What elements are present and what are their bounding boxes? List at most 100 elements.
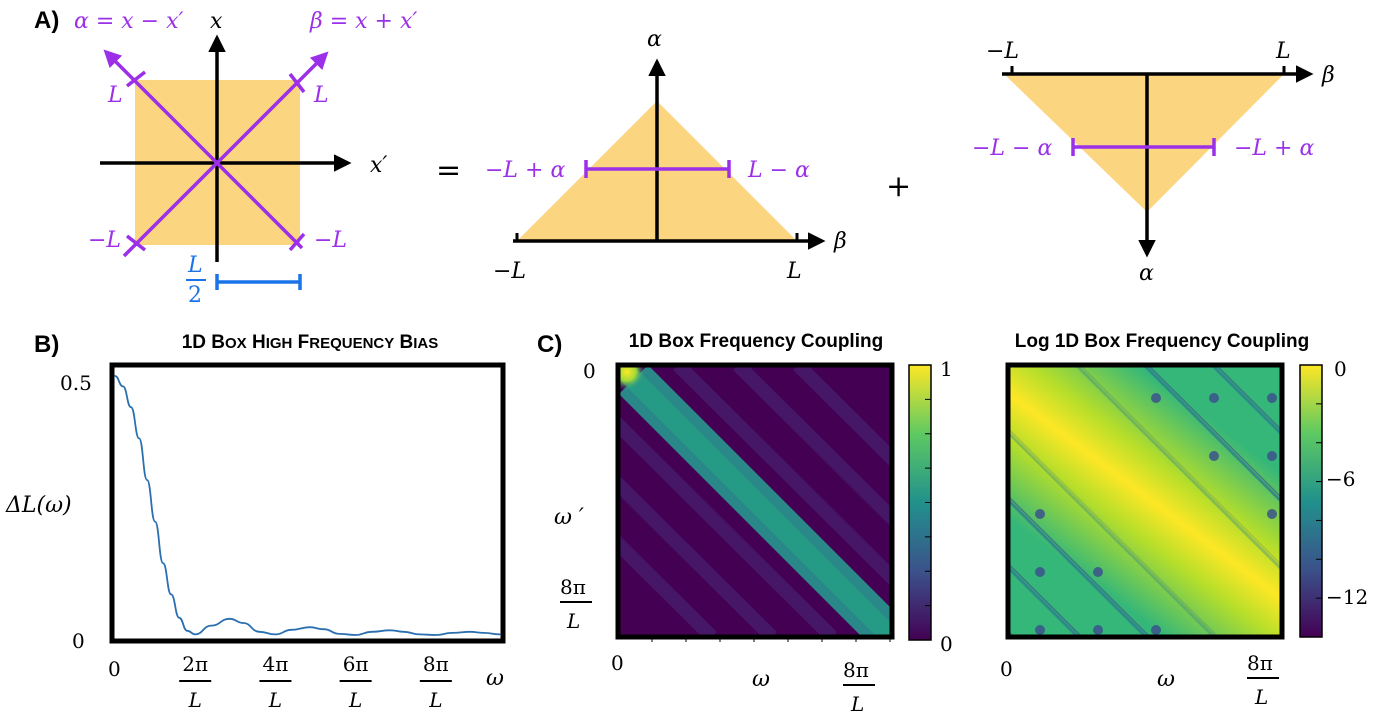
- plot-c2-xtick-8pi-num: 8π: [1247, 651, 1273, 675]
- alpha-definition: α = x − x′: [74, 9, 184, 34]
- plot-b-point: [389, 629, 391, 631]
- tick-lr: [288, 232, 306, 252]
- tri1-beta-label: β: [833, 229, 847, 254]
- tri1-right-span-label: L − α: [747, 158, 810, 183]
- heatmap-c2-minimum: [1093, 625, 1103, 635]
- heatmap-c2-valley-core: [1215, 365, 1282, 432]
- plus-sign: +: [886, 169, 911, 204]
- plot-b-point: [435, 634, 437, 636]
- plot-b-frame: [109, 362, 506, 644]
- half-L-denominator: 2: [188, 283, 202, 308]
- plot-b-xtick-den: L: [268, 688, 282, 712]
- heatmap-c2-minimum: [1267, 509, 1277, 519]
- heatmap-c2-valley-core: [1008, 562, 1083, 637]
- heatmap-c1-peak: [618, 365, 645, 390]
- plot-c2-frame: [1005, 362, 1285, 640]
- title-b-part-6: REQUENCY: [309, 335, 394, 352]
- plot-b-xtick-den: L: [428, 688, 442, 712]
- plot-b-title: 1D BOX HIGH FREQUENCY BIAS: [182, 332, 439, 353]
- heatmap-c2-valley: [1008, 565, 1080, 637]
- heatmap-c1-stripe: [673, 365, 892, 588]
- plot-c1-ytick-8pi-num: 8π: [560, 575, 586, 599]
- equals-sign: =: [436, 153, 461, 188]
- label-negL-ll: −L: [88, 228, 121, 253]
- plot-b-point: [178, 617, 180, 619]
- plot-b-xtick-num: 4π: [262, 652, 288, 676]
- heatmap-c1-stripe: [618, 474, 777, 637]
- colorbar-c1-tick-0: 0: [940, 632, 953, 656]
- plot-b-point: [154, 521, 156, 523]
- panel-label-a: A): [34, 7, 59, 34]
- heatmap-c2-minimum: [1151, 393, 1161, 403]
- plot-b-point: [274, 633, 277, 636]
- plot-b-xtick-num: 6π: [343, 652, 369, 676]
- tick-ll: [125, 234, 147, 252]
- heatmap-c1-stripes: [618, 365, 892, 637]
- plot-b-xtick-den: L: [188, 688, 202, 712]
- plot-b-point: [403, 631, 405, 633]
- tick-ur: [288, 72, 306, 94]
- heatmap-c2-minimum: [1209, 393, 1219, 403]
- plot-b-point: [419, 633, 421, 636]
- tri2-right-span-label: −L + α: [1234, 136, 1314, 161]
- colorbar-c1-tick-1: 1: [940, 357, 953, 381]
- x-axis-label: x: [210, 9, 223, 34]
- label-L-ul: L: [107, 83, 123, 108]
- title-b-part-8: IAS: [413, 335, 438, 352]
- plot-b-point: [130, 406, 132, 408]
- heatmap-c2-minimum: [1267, 451, 1277, 461]
- plot-b-xtick-0: 0: [108, 657, 121, 681]
- panel-label-b: B): [34, 331, 59, 358]
- plot-b-point: [322, 628, 325, 630]
- heatmap-c2-minimum: [1151, 625, 1161, 635]
- plot-b-points: [114, 375, 501, 636]
- plot-c1-frame: [615, 362, 895, 640]
- plot-b-point: [309, 626, 311, 628]
- tri2-min-label: −L: [986, 39, 1019, 64]
- plot-c2-title: Log 1D Box Frequency Coupling: [1015, 331, 1310, 352]
- plot-b-ylabel: ΔL(ω): [5, 493, 72, 518]
- heatmap-c1-stripe: [793, 365, 892, 469]
- heatmap-c1-band-core: [618, 365, 892, 637]
- x-prime-axis-label: x′: [370, 153, 387, 178]
- tri1-max-label: L: [786, 259, 802, 284]
- plot-c2-xtick-8pi-den: L: [1254, 685, 1268, 709]
- title-b-part-4: IGH: [266, 335, 293, 352]
- heatmap-c1-stripe: [618, 414, 837, 637]
- colorbar-c2-tick-0: 0: [1334, 357, 1347, 381]
- heatmap-c2-valley: [1210, 365, 1282, 437]
- heatmap-c2: [1008, 365, 1282, 637]
- plot-c1-xlabel: ω: [752, 667, 770, 692]
- heatmap-c2-valley-core: [1079, 365, 1282, 567]
- heatmap-c2-valley-core: [1008, 494, 1151, 637]
- plot-b-point: [229, 618, 231, 620]
- plot-b-point: [194, 633, 196, 636]
- title-b-part-7: B: [394, 332, 413, 353]
- plot-b-series-line: [114, 375, 501, 636]
- plot-b-point: [162, 562, 164, 564]
- plot-b-ytick-0: 0: [72, 629, 85, 653]
- plot-b-point: [451, 632, 453, 634]
- plot-b-xlabel: ω: [486, 666, 504, 691]
- plot-c1-xtick-8pi-num: 8π: [843, 658, 869, 682]
- heatmap-c1-stripe: [733, 365, 892, 528]
- label-negL-lr: −L: [314, 228, 347, 253]
- plot-b-point: [114, 375, 116, 377]
- plot-c2-xtick-0: 0: [1000, 657, 1013, 681]
- plot-b-point: [258, 631, 260, 633]
- plot-b-point: [499, 633, 501, 636]
- label-L-ur: L: [313, 83, 329, 108]
- panel-label-c: C): [537, 331, 562, 358]
- tri2-max-label: L: [1275, 39, 1291, 64]
- half-L-numerator: L: [187, 253, 203, 278]
- title-b-part-2: OX: [225, 335, 247, 352]
- heatmap-c2-valley-core: [1008, 427, 1219, 637]
- plot-b-point: [371, 631, 373, 633]
- plot-c1-minor-ticks: [651, 637, 891, 642]
- plot-b-point: [469, 631, 471, 633]
- heatmap-c2-valley: [1008, 430, 1216, 637]
- plot-b-point: [186, 630, 188, 632]
- tri2-alpha-label: α: [1139, 261, 1154, 286]
- heatmap-c1-stripe: [618, 533, 717, 637]
